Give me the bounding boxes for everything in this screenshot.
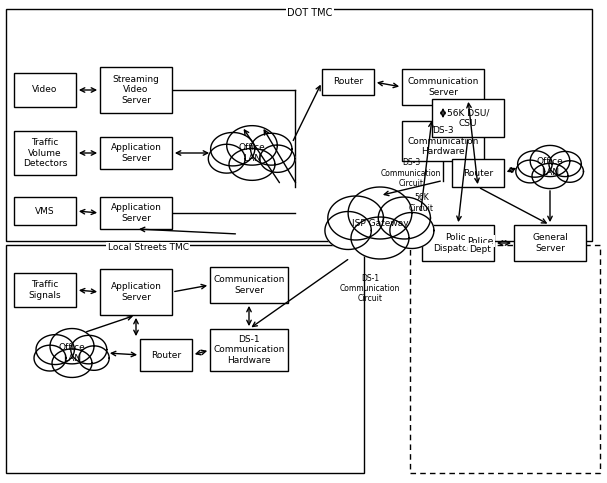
Text: Police: Police xyxy=(467,237,493,245)
Polygon shape xyxy=(390,213,434,248)
Bar xyxy=(452,159,504,187)
Polygon shape xyxy=(260,145,295,172)
Polygon shape xyxy=(530,145,570,177)
Polygon shape xyxy=(325,212,371,250)
Polygon shape xyxy=(251,133,292,165)
Text: 56K DSU/
CSU: 56K DSU/ CSU xyxy=(447,108,489,128)
Polygon shape xyxy=(36,335,75,365)
Text: Dept: Dept xyxy=(469,244,491,254)
Bar xyxy=(100,137,172,169)
Bar xyxy=(402,69,484,105)
Bar xyxy=(210,329,288,371)
Bar xyxy=(14,73,76,107)
Text: Local Streets TMC: Local Streets TMC xyxy=(107,243,189,253)
Text: Router: Router xyxy=(463,169,493,177)
Polygon shape xyxy=(34,345,66,371)
Polygon shape xyxy=(516,160,544,183)
Text: Office
LAN: Office LAN xyxy=(537,157,563,177)
Polygon shape xyxy=(518,151,552,177)
Polygon shape xyxy=(79,346,109,370)
Bar xyxy=(14,131,76,175)
Polygon shape xyxy=(348,187,412,239)
Text: Office
LAN: Office LAN xyxy=(59,343,86,363)
Text: VMS: VMS xyxy=(35,207,55,215)
Polygon shape xyxy=(208,144,245,173)
Bar xyxy=(514,225,586,261)
Polygon shape xyxy=(328,196,384,240)
Text: 56K
Circuit: 56K Circuit xyxy=(409,193,434,213)
Polygon shape xyxy=(378,197,430,239)
Text: Router: Router xyxy=(333,77,363,86)
Bar xyxy=(14,197,76,225)
Polygon shape xyxy=(50,328,94,364)
Polygon shape xyxy=(351,217,409,259)
Bar xyxy=(432,99,504,137)
Polygon shape xyxy=(211,132,255,166)
Text: DS-3
Communication
Hardware: DS-3 Communication Hardware xyxy=(407,126,479,156)
Bar xyxy=(210,267,288,303)
Text: Streaming
Video
Server: Streaming Video Server xyxy=(112,75,160,105)
Bar xyxy=(402,121,484,161)
Text: Traffic
Volume
Detectors: Traffic Volume Detectors xyxy=(23,138,67,168)
Bar xyxy=(6,245,364,473)
Bar xyxy=(100,269,172,315)
Text: DOT TMC: DOT TMC xyxy=(287,8,333,18)
Text: DS-3
Communication
Circuit: DS-3 Communication Circuit xyxy=(381,158,441,188)
Text: Application
Server: Application Server xyxy=(110,203,161,223)
Polygon shape xyxy=(549,151,582,177)
Text: Communication
Server: Communication Server xyxy=(213,275,285,295)
Text: Communication
Server: Communication Server xyxy=(407,77,479,97)
Bar xyxy=(14,273,76,307)
Polygon shape xyxy=(52,349,92,378)
Text: Application
Server: Application Server xyxy=(110,143,161,163)
Polygon shape xyxy=(229,148,275,180)
Polygon shape xyxy=(71,335,107,364)
Bar xyxy=(410,245,600,473)
Text: Office
LAN: Office LAN xyxy=(239,143,265,163)
Bar xyxy=(140,339,192,371)
Text: Police
Dispatcher: Police Dispatcher xyxy=(433,233,483,253)
Text: DS-1
Communication
Hardware: DS-1 Communication Hardware xyxy=(213,335,285,365)
Bar xyxy=(422,225,494,261)
Polygon shape xyxy=(556,161,583,182)
Bar xyxy=(100,197,172,229)
Text: DS-1
Communication
Circuit: DS-1 Communication Circuit xyxy=(340,273,400,303)
Bar xyxy=(100,67,172,113)
Polygon shape xyxy=(226,126,277,165)
Bar xyxy=(6,9,592,241)
Text: General
Server: General Server xyxy=(532,233,568,253)
Text: ISP Gateway: ISP Gateway xyxy=(351,218,409,227)
Text: Video: Video xyxy=(32,85,58,95)
Polygon shape xyxy=(532,163,568,188)
Text: Application
Server: Application Server xyxy=(110,282,161,302)
Bar xyxy=(322,69,374,95)
Text: Traffic
Signals: Traffic Signals xyxy=(29,280,61,299)
Text: Router: Router xyxy=(151,351,181,359)
